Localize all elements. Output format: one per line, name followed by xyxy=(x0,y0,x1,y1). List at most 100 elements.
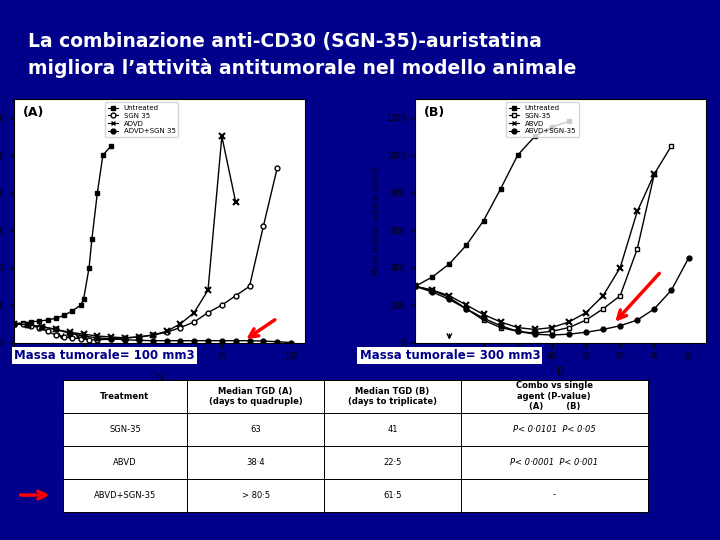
ABVD+SGN-35 xyxy=(462,306,471,312)
Text: La combinazione anti-CD30 (SGN-35)-auristatina
migliora l’attività antitumorale : La combinazione anti-CD30 (SGN-35)-auris… xyxy=(28,32,577,78)
Untreated xyxy=(107,143,115,149)
Text: -: - xyxy=(553,490,556,500)
SGN-35 xyxy=(564,325,573,331)
ABVD+SGN-35 xyxy=(547,332,556,339)
Text: (A): (A) xyxy=(23,106,45,119)
X-axis label: D: D xyxy=(557,367,564,377)
Bar xyxy=(324,478,461,511)
SGN-35 xyxy=(428,287,436,293)
ADVD+SGN 35 xyxy=(135,337,143,343)
ADVD xyxy=(148,332,157,339)
Untreated xyxy=(480,218,488,224)
SGN-35 xyxy=(411,283,420,289)
Legend: Untreated, SGN-35, ABVD, ABVD+SGN-35: Untreated, SGN-35, ABVD, ABVD+SGN-35 xyxy=(505,103,579,137)
Text: (B): (B) xyxy=(424,106,445,119)
ABVD+SGN-35 xyxy=(513,328,522,335)
SGN-35 xyxy=(531,330,539,336)
Untreated xyxy=(564,118,573,125)
ADVD+SGN 35 xyxy=(190,338,199,344)
Y-axis label: Mean tumour volume (mm³): Mean tumour volume (mm³) xyxy=(372,167,381,275)
SGN 35 xyxy=(259,223,268,230)
Untreated xyxy=(531,133,539,140)
ABVD+SGN-35 xyxy=(411,283,420,289)
Bar xyxy=(63,413,187,446)
ADVD xyxy=(190,309,199,316)
Untreated xyxy=(52,315,60,321)
SGN 35 xyxy=(135,334,143,340)
Bar xyxy=(324,446,461,478)
Text: 41: 41 xyxy=(387,424,397,434)
ADVD xyxy=(37,323,46,330)
Legend: Untreated, SGN 35, ADVD, ADVD+SGN 35: Untreated, SGN 35, ADVD, ADVD+SGN 35 xyxy=(105,103,179,137)
Text: Median TGD (A)
(days to quadruple): Median TGD (A) (days to quadruple) xyxy=(209,387,302,406)
Text: Median TGD (B)
(days to triplicate): Median TGD (B) (days to triplicate) xyxy=(348,387,437,406)
ABVD xyxy=(582,309,590,316)
SGN 35 xyxy=(162,329,171,335)
ABVD xyxy=(616,265,624,271)
SGN 35 xyxy=(231,293,240,299)
ABVD+SGN-35 xyxy=(667,287,676,293)
Text: 61·5: 61·5 xyxy=(383,490,402,500)
SGN 35 xyxy=(273,165,282,172)
Untreated xyxy=(99,152,107,158)
ADVD+SGN 35 xyxy=(231,338,240,344)
Line: SGN-35: SGN-35 xyxy=(413,143,674,336)
Text: Massa tumorale= 300 mm3: Massa tumorale= 300 mm3 xyxy=(359,349,540,362)
Text: Combo vs single
agent (P-value)
(A)        (B): Combo vs single agent (P-value) (A) (B) xyxy=(516,381,593,411)
SGN 35 xyxy=(93,336,102,343)
Untreated xyxy=(85,265,94,271)
Line: ABVD+SGN-35: ABVD+SGN-35 xyxy=(413,256,691,338)
SGN-35 xyxy=(616,293,624,299)
ADVD+SGN 35 xyxy=(287,339,295,346)
Bar xyxy=(187,446,324,478)
ADVD+SGN 35 xyxy=(52,326,60,333)
Text: SGN-35: SGN-35 xyxy=(109,424,141,434)
ADVD+SGN 35 xyxy=(107,335,115,342)
ABVD+SGN-35 xyxy=(684,255,693,261)
Text: P< 0·0101  P< 0·05: P< 0·0101 P< 0·05 xyxy=(513,424,595,434)
Text: 63: 63 xyxy=(251,424,261,434)
Bar xyxy=(461,478,647,511)
ABVD xyxy=(531,326,539,333)
ADVD xyxy=(52,326,60,333)
SGN-35 xyxy=(513,328,522,335)
Untreated xyxy=(411,283,420,289)
ABVD xyxy=(480,311,488,318)
ABVD xyxy=(496,319,505,325)
ADVD+SGN 35 xyxy=(246,338,254,344)
ADVD+SGN 35 xyxy=(93,335,102,341)
Bar xyxy=(461,446,647,478)
ABVD+SGN-35 xyxy=(599,326,608,333)
Untreated xyxy=(35,318,44,324)
Bar xyxy=(324,380,461,413)
SGN-35 xyxy=(582,317,590,323)
ADVD+SGN 35 xyxy=(66,330,74,336)
ABVD+SGN-35 xyxy=(480,315,488,321)
SGN 35 xyxy=(190,319,199,325)
Untreated xyxy=(76,302,85,308)
SGN 35 xyxy=(246,283,254,289)
Text: ABVD+SGN-35: ABVD+SGN-35 xyxy=(94,490,156,500)
Untreated xyxy=(79,296,88,303)
SGN 35 xyxy=(35,325,44,331)
SGN-35 xyxy=(633,246,642,252)
Untreated xyxy=(43,317,52,323)
ADVD xyxy=(10,321,19,327)
SGN-35 xyxy=(599,306,608,312)
Text: ABVD: ABVD xyxy=(113,457,137,467)
Untreated xyxy=(428,274,436,280)
Bar xyxy=(187,380,324,413)
Untreated xyxy=(19,320,27,326)
ADVD xyxy=(162,328,171,335)
SGN 35 xyxy=(121,335,130,341)
Untreated xyxy=(60,312,68,319)
X-axis label: D: D xyxy=(156,375,163,385)
ADVD+SGN 35 xyxy=(121,336,130,343)
SGN 35 xyxy=(60,334,68,340)
Text: Oflazoglu et al BJH 142, 69, 2008: Oflazoglu et al BJH 142, 69, 2008 xyxy=(415,515,623,524)
Untreated xyxy=(445,261,454,267)
SGN 35 xyxy=(176,325,184,331)
ABVD xyxy=(599,293,608,299)
Line: SGN 35: SGN 35 xyxy=(12,166,279,342)
Text: Treatment: Treatment xyxy=(100,392,150,401)
